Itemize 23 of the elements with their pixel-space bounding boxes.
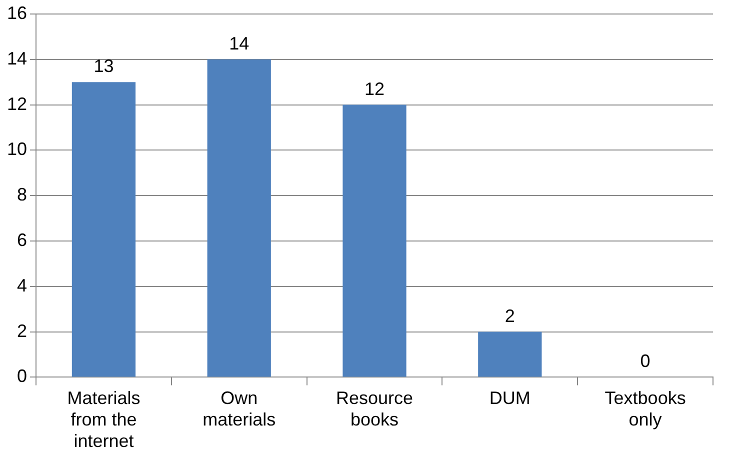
y-tick-label: 6 [17, 230, 28, 250]
x-tick-label: Own materials [202, 388, 276, 430]
bar [207, 59, 271, 377]
y-tick-label: 4 [17, 275, 28, 296]
data-label: 13 [94, 56, 114, 76]
y-tick-label: 12 [6, 94, 28, 114]
x-tick-label: DUM [489, 388, 530, 408]
bar [478, 332, 542, 377]
data-label: 2 [504, 306, 515, 326]
data-label: 12 [364, 78, 385, 99]
data-label: 14 [229, 33, 250, 54]
y-tick-label: 0 [17, 366, 28, 386]
y-tick-label: 2 [17, 320, 28, 341]
y-tick-label: 16 [6, 2, 28, 23]
y-tick-label: 8 [17, 184, 28, 205]
y-tick-label: 10 [6, 139, 28, 160]
x-tick-label: Materials from the internet [67, 388, 140, 452]
data-label: 0 [640, 351, 650, 372]
bar [72, 82, 136, 377]
bar [342, 104, 406, 377]
x-tick-label: Textbooks only [604, 388, 686, 430]
x-tick-label: Resource books [336, 388, 414, 430]
y-tick-label: 14 [6, 48, 28, 68]
